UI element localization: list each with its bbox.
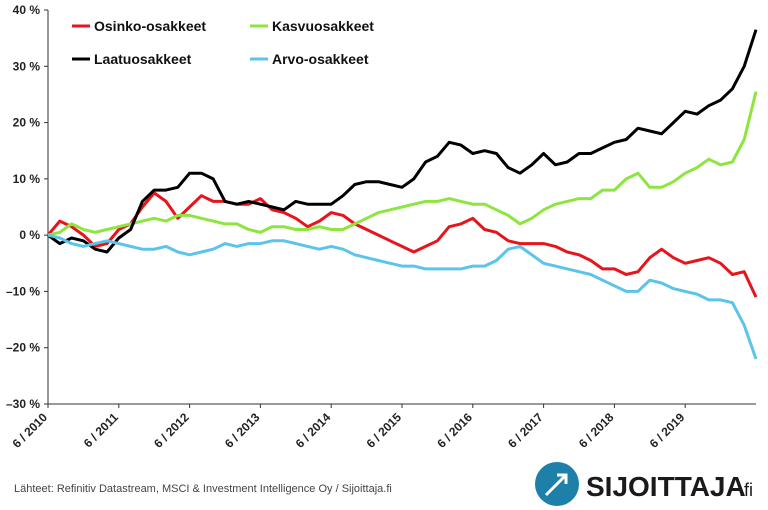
legend-label: Arvo-osakkeet [272, 51, 369, 67]
series-line [47, 91, 758, 237]
logo-arrow [544, 473, 568, 497]
legend-label: Osinko-osakkeet [94, 18, 206, 34]
y-tick-label: –30 % [6, 397, 40, 411]
x-tick-label: 6 / 2017 [505, 410, 546, 451]
logo-text: SIJOITTAJA [586, 471, 746, 502]
x-tick-label: 6 / 2012 [151, 410, 192, 451]
logo: SIJOITTAJA .fi [535, 462, 753, 506]
y-tick-label: 30 % [13, 59, 41, 73]
x-tick-label: 6 / 2018 [576, 410, 617, 451]
series-line [46, 191, 758, 298]
x-tick-label: 6 / 2010 [10, 410, 51, 451]
x-tick-label: 6 / 2016 [434, 410, 475, 451]
legend-label: Kasvuosakkeet [272, 18, 374, 34]
x-tick-label: 6 / 2011 [81, 410, 121, 450]
x-tick-label: 6 / 2013 [222, 410, 263, 451]
y-tick-label: –10 % [6, 284, 40, 298]
y-tick-label: –20 % [6, 341, 40, 355]
series-line [47, 29, 758, 254]
y-tick-label: 10 % [13, 172, 41, 186]
y-tick-label: 20 % [13, 116, 41, 130]
x-tick-label: 6 / 2015 [364, 410, 405, 451]
series-line [47, 233, 758, 360]
y-tick-label: 40 % [13, 3, 41, 17]
legend-label: Laatuosakkeet [94, 51, 192, 67]
x-tick-label: 6 / 2014 [293, 410, 334, 451]
logo-suffix: .fi [739, 480, 753, 500]
y-tick-label: 0 % [19, 228, 40, 242]
source-note: Lähteet: Refinitiv Datastream, MSCI & In… [14, 483, 392, 495]
x-tick-label: 6 / 2019 [647, 410, 688, 451]
